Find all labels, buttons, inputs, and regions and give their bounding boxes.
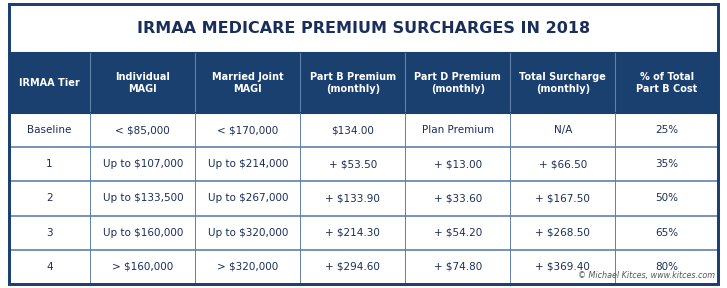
Text: + $214.30: + $214.30 bbox=[326, 228, 380, 238]
Text: + $268.50: + $268.50 bbox=[536, 228, 590, 238]
Text: Up to $267,000: Up to $267,000 bbox=[208, 194, 288, 204]
Text: © Michael Kitces, www.kitces.com: © Michael Kitces, www.kitces.com bbox=[578, 271, 715, 280]
Text: 1: 1 bbox=[47, 159, 53, 169]
Text: + $53.50: + $53.50 bbox=[329, 159, 377, 169]
Text: Up to $320,000: Up to $320,000 bbox=[208, 228, 288, 238]
Text: + $33.60: + $33.60 bbox=[434, 194, 482, 204]
Text: Part D Premium
(monthly): Part D Premium (monthly) bbox=[414, 73, 501, 94]
Text: + $369.40: + $369.40 bbox=[536, 262, 590, 272]
Text: IRMAA MEDICARE PREMIUM SURCHARGES IN 2018: IRMAA MEDICARE PREMIUM SURCHARGES IN 201… bbox=[137, 21, 590, 36]
Text: + $167.50: + $167.50 bbox=[536, 194, 590, 204]
Text: Up to $214,000: Up to $214,000 bbox=[208, 159, 288, 169]
Text: + $294.60: + $294.60 bbox=[326, 262, 380, 272]
Text: 50%: 50% bbox=[655, 194, 678, 204]
Text: $134.00: $134.00 bbox=[332, 125, 374, 135]
Text: IRMAA Tier: IRMAA Tier bbox=[19, 78, 80, 88]
Text: > $160,000: > $160,000 bbox=[112, 262, 174, 272]
Text: > $320,000: > $320,000 bbox=[217, 262, 278, 272]
Text: 35%: 35% bbox=[655, 159, 678, 169]
Text: Individual
MAGI: Individual MAGI bbox=[116, 73, 170, 94]
Text: < $170,000: < $170,000 bbox=[217, 125, 278, 135]
Text: Total Surcharge
(monthly): Total Surcharge (monthly) bbox=[520, 73, 606, 94]
Text: Baseline: Baseline bbox=[28, 125, 72, 135]
Text: + $13.00: + $13.00 bbox=[434, 159, 482, 169]
Text: + $54.20: + $54.20 bbox=[434, 228, 482, 238]
Text: + $74.80: + $74.80 bbox=[434, 262, 482, 272]
Text: 3: 3 bbox=[47, 228, 53, 238]
Text: 2: 2 bbox=[47, 194, 53, 204]
Text: 65%: 65% bbox=[655, 228, 678, 238]
Text: Up to $133,500: Up to $133,500 bbox=[103, 194, 183, 204]
Text: + $66.50: + $66.50 bbox=[539, 159, 587, 169]
Text: < $85,000: < $85,000 bbox=[116, 125, 170, 135]
Text: Plan Premium: Plan Premium bbox=[422, 125, 494, 135]
Text: 80%: 80% bbox=[655, 262, 678, 272]
Text: Up to $160,000: Up to $160,000 bbox=[103, 228, 183, 238]
Text: 4: 4 bbox=[47, 262, 53, 272]
Text: + $133.90: + $133.90 bbox=[326, 194, 380, 204]
Text: 25%: 25% bbox=[655, 125, 678, 135]
Text: Married Joint
MAGI: Married Joint MAGI bbox=[212, 73, 284, 94]
Text: % of Total
Part B Cost: % of Total Part B Cost bbox=[636, 73, 697, 94]
Text: Up to $107,000: Up to $107,000 bbox=[103, 159, 183, 169]
Text: Part B Premium
(monthly): Part B Premium (monthly) bbox=[310, 73, 396, 94]
Text: N/A: N/A bbox=[554, 125, 572, 135]
